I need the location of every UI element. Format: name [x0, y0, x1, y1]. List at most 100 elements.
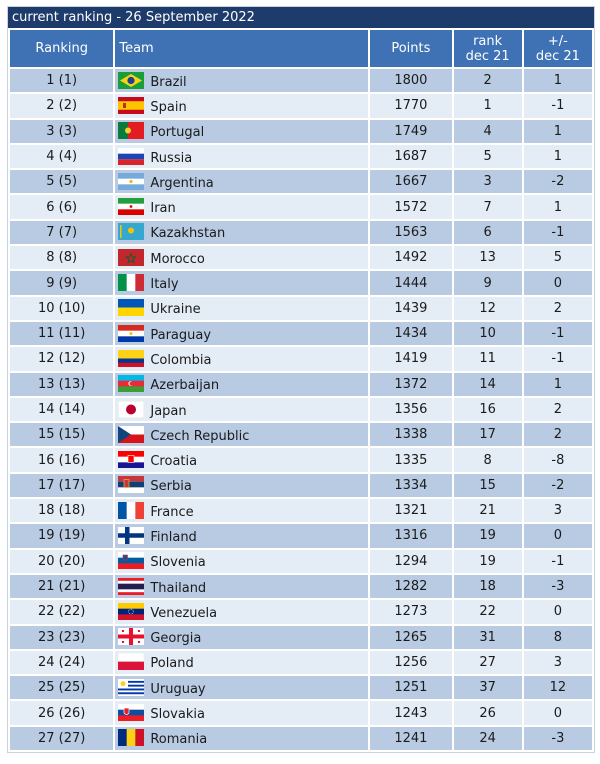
points-cell: 1265	[370, 625, 452, 649]
table-row: 15 (15) Czech Republic 1338 17 2	[10, 423, 592, 447]
rank-dec21-cell: 10	[453, 321, 522, 346]
header-points: Points	[370, 30, 452, 67]
team-name: Ukraine	[150, 302, 201, 318]
table-row: 3 (3) Portugal 1749 4 1	[10, 119, 592, 143]
team-name: Romania	[150, 732, 208, 748]
rank-dec21-cell: 5	[453, 144, 522, 169]
diff-dec21-cell: 3	[523, 650, 592, 675]
poland-flag-icon	[118, 653, 145, 671]
team-cell: Romania	[115, 726, 369, 751]
points-cell: 1273	[370, 600, 452, 624]
rank-dec21-cell: 19	[453, 549, 522, 573]
slovakia-flag-icon	[118, 704, 145, 722]
diff-dec21-cell: 5	[523, 246, 592, 270]
ranking-cell: 20 (20)	[10, 549, 114, 573]
rank-dec21-cell: 15	[453, 473, 522, 498]
ranking-cell: 23 (23)	[10, 625, 114, 649]
rank-dec21-cell: 12	[453, 296, 522, 320]
iran-flag-icon	[118, 198, 145, 216]
diff-dec21-cell: 1	[523, 144, 592, 169]
ranking-cell: 1 (1)	[10, 69, 114, 93]
table-row: 27 (27) Romania 1241 24 -3	[10, 726, 592, 751]
diff-dec21-cell: -1	[523, 347, 592, 371]
points-cell: 1667	[370, 170, 452, 194]
points-cell: 1770	[370, 94, 452, 118]
points-cell: 1316	[370, 524, 452, 548]
team-cell: Poland	[115, 650, 369, 675]
diff-dec21-cell: 2	[523, 423, 592, 447]
points-cell: 1294	[370, 549, 452, 573]
finland-flag-icon	[118, 526, 145, 544]
rank-dec21-cell: 19	[453, 524, 522, 548]
ranking-cell: 6 (6)	[10, 195, 114, 219]
table-row: 26 (26) Slovakia 1243 26 0	[10, 701, 592, 725]
team-name: Slovakia	[150, 707, 205, 723]
team-cell: Japan	[115, 397, 369, 422]
team-cell: Spain	[115, 94, 369, 118]
diff-dec21-cell: -1	[523, 549, 592, 573]
team-name: Japan	[150, 403, 187, 419]
team-name: Czech Republic	[150, 428, 250, 444]
italy-flag-icon	[118, 274, 145, 292]
france-flag-icon	[118, 501, 145, 519]
rank-dec21-cell: 2	[453, 69, 522, 93]
ranking-cell: 2 (2)	[10, 94, 114, 118]
points-cell: 1563	[370, 220, 452, 245]
points-cell: 1335	[370, 448, 452, 472]
table-row: 16 (16) Croatia 1335 8 -8	[10, 448, 592, 472]
points-cell: 1419	[370, 347, 452, 371]
diff-dec21-cell: -1	[523, 220, 592, 245]
team-name: Azerbaijan	[150, 378, 220, 394]
header-ranking: Ranking	[10, 30, 114, 67]
rank-dec21-cell: 11	[453, 347, 522, 371]
venezuela-flag-icon	[118, 602, 145, 620]
team-cell: Kazakhstan	[115, 220, 369, 245]
ranking-table: Ranking Team Points rank dec 21 +/- dec …	[8, 28, 594, 752]
team-cell: Iran	[115, 195, 369, 219]
team-cell: Ukraine	[115, 296, 369, 320]
ranking-cell: 22 (22)	[10, 600, 114, 624]
table-row: 8 (8) Morocco 1492 13 5	[10, 246, 592, 270]
header-rank-dec21-line2: dec 21	[465, 48, 510, 64]
points-cell: 1434	[370, 321, 452, 346]
table-row: 4 (4) Russia 1687 5 1	[10, 144, 592, 169]
points-cell: 1282	[370, 574, 452, 599]
rank-dec21-cell: 26	[453, 701, 522, 725]
table-header-row: Ranking Team Points rank dec 21 +/- dec …	[10, 30, 592, 67]
team-name: Georgia	[150, 631, 202, 647]
czech-republic-flag-icon	[118, 425, 145, 443]
ranking-cell: 27 (27)	[10, 726, 114, 751]
table-caption: current ranking - 26 September 2022	[8, 7, 594, 28]
header-rank-dec21: rank dec 21	[453, 30, 522, 67]
ranking-cell: 16 (16)	[10, 448, 114, 472]
rank-dec21-cell: 6	[453, 220, 522, 245]
uruguay-flag-icon	[118, 678, 145, 696]
team-name: Finland	[150, 529, 197, 545]
table-row: 20 (20) Slovenia 1294 19 -1	[10, 549, 592, 573]
diff-dec21-cell: -1	[523, 94, 592, 118]
team-name: Poland	[150, 656, 194, 672]
header-diff-dec21: +/- dec 21	[523, 30, 592, 67]
points-cell: 1251	[370, 676, 452, 700]
ranking-cell: 4 (4)	[10, 144, 114, 169]
points-cell: 1241	[370, 726, 452, 751]
team-cell: Venezuela	[115, 600, 369, 624]
team-name: Portugal	[150, 125, 205, 141]
points-cell: 1687	[370, 144, 452, 169]
team-cell: Russia	[115, 144, 369, 169]
romania-flag-icon	[118, 729, 145, 747]
diff-dec21-cell: 2	[523, 296, 592, 320]
points-cell: 1256	[370, 650, 452, 675]
rank-dec21-cell: 3	[453, 170, 522, 194]
table-body: 1 (1) Brazil 1800 2 1 2 (2) Spain 1770 1 -1 3 (3) P…	[10, 69, 592, 751]
team-name: Thailand	[150, 580, 207, 596]
table-row: 2 (2) Spain 1770 1 -1	[10, 94, 592, 118]
diff-dec21-cell: -8	[523, 448, 592, 472]
points-cell: 1439	[370, 296, 452, 320]
table-row: 7 (7) Kazakhstan 1563 6 -1	[10, 220, 592, 245]
rank-dec21-cell: 16	[453, 397, 522, 422]
ranking-cell: 13 (13)	[10, 372, 114, 396]
team-name: Kazakhstan	[150, 226, 226, 242]
diff-dec21-cell: -2	[523, 473, 592, 498]
team-cell: Colombia	[115, 347, 369, 371]
